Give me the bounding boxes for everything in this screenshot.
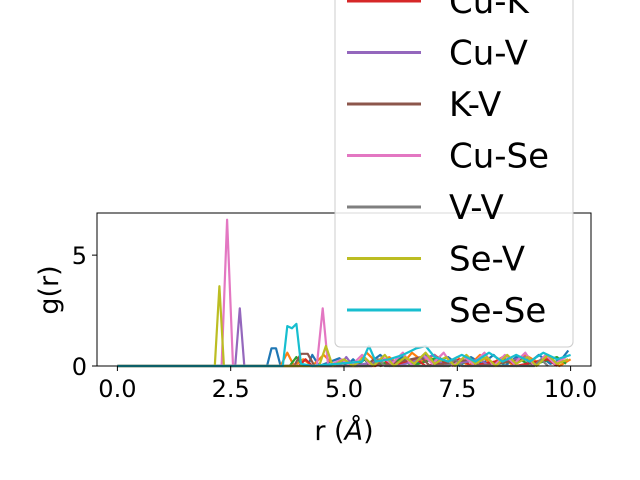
legend-label: V-V (449, 188, 504, 228)
x-tick-label: 0.0 (98, 375, 136, 403)
legend-label: Se-V (449, 240, 525, 280)
legend-label: Se-Se (449, 291, 546, 331)
legend-label: K-V (449, 85, 501, 125)
x-tick-label: 10.0 (544, 375, 597, 403)
series-line-se-se (117, 322, 571, 368)
y-axis-label: g(r) (34, 265, 65, 314)
x-axis-label: r (Å) (314, 415, 373, 447)
legend-label: Cu-K (449, 0, 531, 22)
legend-box (334, 0, 574, 348)
x-tick-label: 5.0 (325, 375, 363, 403)
legend-label: Cu-Se (449, 137, 549, 177)
y-tick-label: 0 (72, 353, 87, 381)
legend-label: Cu-V (449, 34, 528, 74)
x-axis: 0.0 2.5 5.0 7.5 10.0 (98, 366, 597, 403)
y-axis: 05 (72, 242, 97, 381)
y-tick-label: 5 (72, 242, 87, 270)
series-line-se-v (117, 285, 569, 368)
x-tick-label: 7.5 (438, 375, 476, 403)
legend: Cu-K Cu-V K-V Cu-Se V-V Se-V Se-Se (334, 0, 574, 348)
x-tick-label: 2.5 (212, 375, 250, 403)
